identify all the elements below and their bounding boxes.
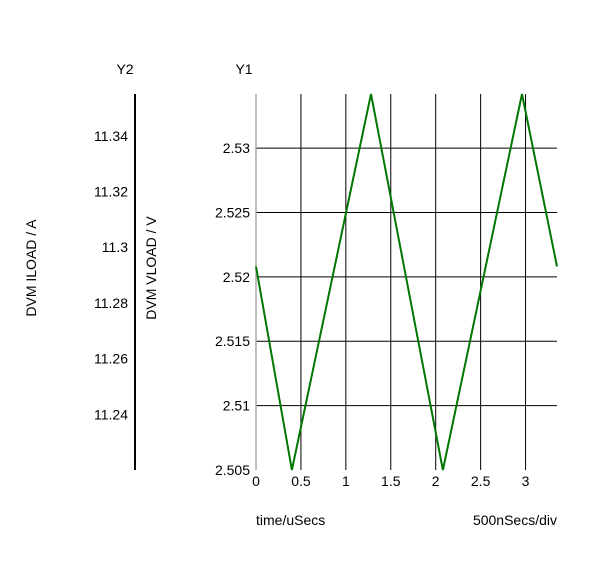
y2-tick-labels: 11.24 11.26 11.28 11.3 11.32 11.34 xyxy=(94,128,128,423)
y1-tick-label: 2.53 xyxy=(223,140,250,156)
x-division-note: 500nSecs/div xyxy=(473,512,557,528)
x-axis-label: time/uSecs xyxy=(256,512,325,528)
y1-axis-label: DVM VLOAD / V xyxy=(143,216,159,320)
y1-tick-label: 2.515 xyxy=(215,333,250,349)
x-tick-label: 1 xyxy=(342,473,350,489)
y1-tick-labels: 2.505 2.51 2.515 2.52 2.525 2.53 xyxy=(215,140,250,478)
x-tick-label: 2.5 xyxy=(471,473,491,489)
x-tick-label: 0.5 xyxy=(291,473,311,489)
y2-axis-title: Y2 xyxy=(116,61,133,77)
y1-tick-label: 2.505 xyxy=(215,462,250,478)
y2-tick-label: 11.3 xyxy=(102,239,128,255)
y2-tick-label: 11.32 xyxy=(94,183,128,199)
y2-tick-label: 11.26 xyxy=(94,351,128,367)
y1-axis-title: Y1 xyxy=(235,61,252,77)
x-tick-label: 1.5 xyxy=(381,473,401,489)
y2-tick-label: 11.34 xyxy=(94,128,128,144)
x-tick-label: 0 xyxy=(252,473,260,489)
x-tick-label: 3 xyxy=(522,473,530,489)
y2-tick-label: 11.28 xyxy=(94,295,128,311)
x-tick-label: 2 xyxy=(432,473,440,489)
x-tick-labels: 0 0.5 1 1.5 2 2.5 3 xyxy=(252,473,530,489)
y1-tick-label: 2.525 xyxy=(215,204,250,220)
y1-tick-label: 2.51 xyxy=(223,398,250,414)
series-line-1 xyxy=(255,93,558,471)
series-group xyxy=(255,93,558,471)
y2-tick-label: 11.24 xyxy=(94,406,128,422)
y2-axis-label: DVM ILOAD / A xyxy=(23,219,39,317)
y1-tick-label: 2.52 xyxy=(223,269,250,285)
